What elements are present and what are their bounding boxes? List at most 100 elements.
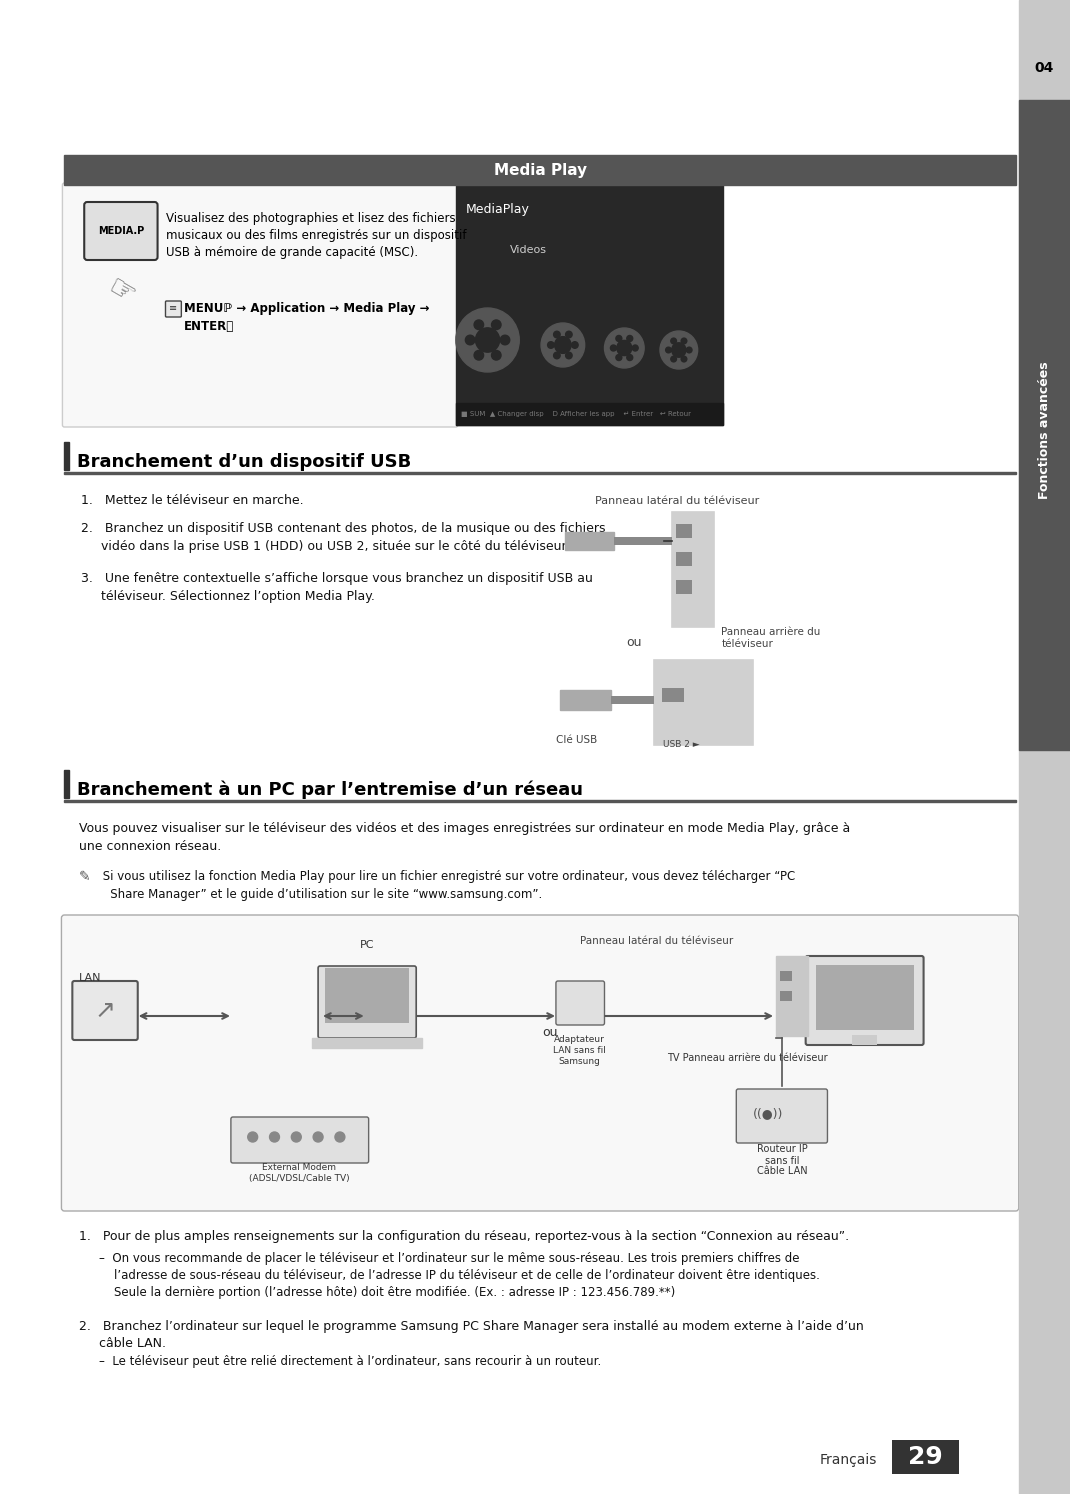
Circle shape xyxy=(491,351,501,360)
Circle shape xyxy=(681,356,687,362)
Text: ■ SUM  ▲ Changer disp    D Afficher les app    ↵ Entrer   ↩ Retour: ■ SUM ▲ Changer disp D Afficher les app … xyxy=(461,411,691,417)
Circle shape xyxy=(665,347,672,353)
Bar xyxy=(325,968,409,1023)
Text: Videos: Videos xyxy=(511,245,548,255)
Circle shape xyxy=(475,327,500,353)
Bar xyxy=(611,696,654,704)
Circle shape xyxy=(541,323,584,368)
Circle shape xyxy=(687,347,692,353)
Text: Si vous utilisez la fonction Media Play pour lire un fichier enregistré sur votr: Si vous utilisez la fonction Media Play … xyxy=(99,870,795,901)
Bar xyxy=(892,1440,959,1475)
Text: 3.   Une fenêtre contextuelle s’affiche lorsque vous branchez un dispositif USB : 3. Une fenêtre contextuelle s’affiche lo… xyxy=(81,572,593,604)
Text: ENTERⓣ: ENTERⓣ xyxy=(185,320,234,333)
Text: TV Panneau arrière du téléviseur: TV Panneau arrière du téléviseur xyxy=(667,1053,827,1064)
Text: ↗: ↗ xyxy=(95,999,116,1023)
Text: Panneau latéral du téléviseur: Panneau latéral du téléviseur xyxy=(580,937,733,946)
Circle shape xyxy=(554,353,561,359)
Text: Adaptateur
LAN sans fil
Samsung: Adaptateur LAN sans fil Samsung xyxy=(553,1035,606,1067)
Circle shape xyxy=(456,308,519,372)
FancyBboxPatch shape xyxy=(319,967,416,1038)
Text: ou: ou xyxy=(542,1026,557,1040)
Text: MEDIA.P: MEDIA.P xyxy=(98,226,144,236)
Circle shape xyxy=(555,336,571,354)
Circle shape xyxy=(292,1132,301,1141)
Text: 29: 29 xyxy=(908,1445,943,1469)
Bar xyxy=(65,472,1016,474)
Circle shape xyxy=(605,329,644,368)
FancyBboxPatch shape xyxy=(84,202,158,260)
Text: –  On vous recommande de placer le téléviseur et l’ordinateur sur le même sous-r: – On vous recommande de placer le télévi… xyxy=(99,1252,820,1298)
FancyBboxPatch shape xyxy=(72,982,138,1040)
Bar xyxy=(676,524,691,538)
Bar xyxy=(312,1038,422,1047)
Bar xyxy=(1018,0,1070,1494)
Circle shape xyxy=(500,335,510,345)
Bar xyxy=(775,956,808,1035)
Text: Câble LAN: Câble LAN xyxy=(757,1165,807,1176)
Circle shape xyxy=(465,335,475,345)
FancyBboxPatch shape xyxy=(556,982,605,1025)
Text: Visualisez des photographies et lisez des fichiers
musicaux ou des films enregis: Visualisez des photographies et lisez de… xyxy=(166,212,467,258)
Text: 2.   Branchez l’ordinateur sur lequel le programme Samsung PC Share Manager sera: 2. Branchez l’ordinateur sur lequel le p… xyxy=(79,1321,864,1351)
Bar xyxy=(815,965,914,1029)
Bar xyxy=(456,403,724,424)
Circle shape xyxy=(671,338,676,344)
Text: MediaPlay: MediaPlay xyxy=(465,203,529,217)
Text: MENUℙ → Application → Media Play →: MENUℙ → Application → Media Play → xyxy=(185,302,430,315)
Text: Media Play: Media Play xyxy=(494,163,586,178)
FancyBboxPatch shape xyxy=(806,956,923,1044)
Text: ≡: ≡ xyxy=(170,303,177,314)
Circle shape xyxy=(617,341,632,356)
Circle shape xyxy=(681,338,687,344)
Text: 04: 04 xyxy=(1035,61,1054,75)
Bar xyxy=(456,185,724,424)
Bar xyxy=(662,689,684,702)
Circle shape xyxy=(474,351,484,360)
Bar xyxy=(780,971,792,982)
Circle shape xyxy=(660,332,698,369)
Text: 1.   Mettez le téléviseur en marche.: 1. Mettez le téléviseur en marche. xyxy=(81,495,303,506)
Text: Branchement d’un dispositif USB: Branchement d’un dispositif USB xyxy=(78,453,411,471)
Bar xyxy=(559,690,611,710)
FancyBboxPatch shape xyxy=(737,1089,827,1143)
Circle shape xyxy=(566,332,572,338)
Text: External Modem
(ADSL/VDSL/Cable TV): External Modem (ADSL/VDSL/Cable TV) xyxy=(249,1162,350,1183)
Text: –  Le téléviseur peut être relié directement à l’ordinateur, sans recourir à un : – Le téléviseur peut être relié directem… xyxy=(99,1355,602,1369)
Circle shape xyxy=(554,332,561,338)
Bar xyxy=(65,769,69,798)
Circle shape xyxy=(616,354,622,360)
Text: PC: PC xyxy=(360,940,374,950)
Circle shape xyxy=(247,1132,258,1141)
Circle shape xyxy=(571,342,578,348)
Circle shape xyxy=(474,320,484,330)
Bar xyxy=(615,536,672,545)
Bar xyxy=(65,799,1016,801)
Circle shape xyxy=(626,336,633,342)
Bar xyxy=(672,512,714,627)
Circle shape xyxy=(610,345,617,351)
Text: ((●)): ((●)) xyxy=(753,1107,783,1120)
Bar xyxy=(654,660,753,746)
FancyBboxPatch shape xyxy=(231,1118,368,1162)
Circle shape xyxy=(270,1132,280,1141)
Bar xyxy=(676,580,691,595)
FancyBboxPatch shape xyxy=(165,300,181,317)
Circle shape xyxy=(626,354,633,360)
Bar xyxy=(676,551,691,566)
Text: Clé USB: Clé USB xyxy=(556,735,597,746)
FancyBboxPatch shape xyxy=(63,182,458,427)
Circle shape xyxy=(313,1132,323,1141)
Text: USB 2 ►: USB 2 ► xyxy=(663,740,700,748)
Text: 1.   Pour de plus amples renseignements sur la configuration du réseau, reportez: 1. Pour de plus amples renseignements su… xyxy=(79,1230,849,1243)
Circle shape xyxy=(548,342,554,348)
Circle shape xyxy=(632,345,638,351)
Circle shape xyxy=(335,1132,345,1141)
Text: Routeur IP
sans fil: Routeur IP sans fil xyxy=(756,1144,807,1167)
Bar xyxy=(565,532,615,550)
Circle shape xyxy=(616,336,622,342)
Text: Français: Français xyxy=(820,1454,877,1467)
FancyBboxPatch shape xyxy=(62,914,1018,1212)
Text: Branchement à un PC par l’entremise d’un réseau: Branchement à un PC par l’entremise d’un… xyxy=(78,781,583,799)
Text: Panneau arrière du
téléviseur: Panneau arrière du téléviseur xyxy=(721,627,821,650)
Circle shape xyxy=(672,342,686,357)
